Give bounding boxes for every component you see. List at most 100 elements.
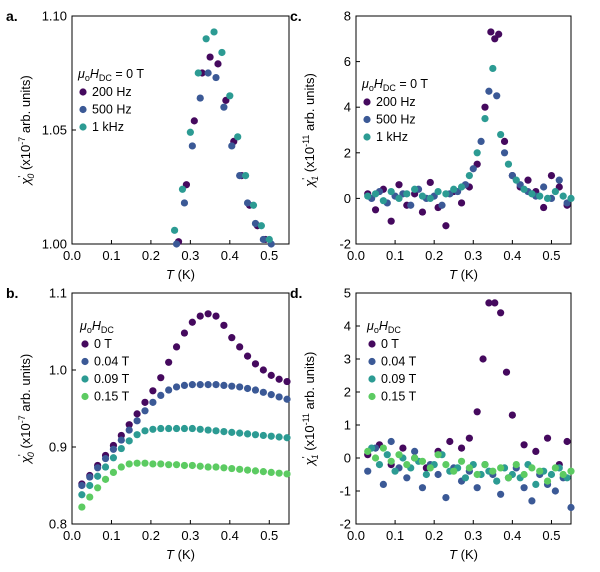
legend-entry: 0.09 T bbox=[94, 372, 130, 386]
data-point bbox=[189, 381, 196, 388]
data-point bbox=[552, 487, 559, 494]
y-tick-label: 0 bbox=[344, 191, 351, 206]
data-point bbox=[236, 383, 243, 390]
panel-label: a. bbox=[6, 8, 18, 24]
data-point bbox=[495, 31, 502, 38]
data-point bbox=[268, 469, 275, 476]
data-point bbox=[206, 53, 213, 60]
legend-marker bbox=[79, 106, 86, 113]
x-axis-label: T (K) bbox=[166, 547, 195, 562]
data-point bbox=[149, 387, 156, 394]
series-0.09-T bbox=[78, 425, 290, 498]
data-point bbox=[189, 462, 196, 469]
data-point bbox=[395, 451, 402, 458]
data-point bbox=[220, 428, 227, 435]
data-point bbox=[567, 504, 574, 511]
y-tick-label: -1 bbox=[339, 484, 351, 499]
panel-b: b. 0.0 0.1 0.2 0.3 0.4 0.5 0.8 0.9 1.0 1.1 T (K) χ'0… bbox=[6, 285, 291, 562]
data-point bbox=[165, 461, 172, 468]
x-tick-label: 0.3 bbox=[464, 528, 482, 543]
y-tick-label: 1.1 bbox=[49, 286, 67, 301]
data-point bbox=[102, 463, 109, 470]
data-point bbox=[78, 491, 85, 498]
data-point bbox=[236, 430, 243, 437]
data-point bbox=[276, 393, 283, 400]
data-point bbox=[134, 410, 141, 417]
data-point bbox=[195, 69, 202, 76]
data-point bbox=[173, 425, 180, 432]
legend: μoHDC = 0 T 200 Hz 500 Hz 1 kHz bbox=[77, 67, 144, 134]
data-point bbox=[434, 188, 441, 195]
data-point bbox=[86, 493, 93, 500]
data-point bbox=[205, 463, 212, 470]
x-tick-label: 0.3 bbox=[464, 248, 482, 263]
legend-marker bbox=[368, 375, 375, 382]
data-point bbox=[411, 454, 418, 461]
data-point bbox=[388, 438, 395, 445]
data-point bbox=[212, 427, 219, 434]
y-tick-label: -2 bbox=[339, 517, 351, 532]
x-tick-label: 0.2 bbox=[425, 248, 443, 263]
data-point bbox=[165, 425, 172, 432]
data-point bbox=[411, 186, 418, 193]
data-point bbox=[258, 222, 265, 229]
figure: a.0.0 0.1 0.2 0.3 0.4 0.51.001.051.10T (K)χ'0… bbox=[0, 0, 600, 572]
x-axis-label: T (K) bbox=[449, 267, 478, 282]
data-point bbox=[395, 195, 402, 202]
data-point bbox=[110, 469, 117, 476]
data-point bbox=[481, 461, 488, 468]
data-point bbox=[236, 466, 243, 473]
data-point bbox=[157, 374, 164, 381]
data-point bbox=[78, 482, 85, 489]
legend-entry: 0.04 T bbox=[94, 355, 130, 369]
data-point bbox=[513, 177, 520, 184]
data-point bbox=[252, 386, 259, 393]
data-point bbox=[218, 49, 225, 56]
data-point bbox=[536, 468, 543, 475]
x-tick-label: 0.4 bbox=[221, 528, 239, 543]
data-point bbox=[197, 426, 204, 433]
data-point bbox=[491, 299, 498, 306]
x-tick-label: 0.4 bbox=[503, 248, 521, 263]
data-point bbox=[399, 445, 406, 452]
data-point bbox=[283, 470, 290, 477]
data-point bbox=[458, 445, 465, 452]
data-point bbox=[513, 461, 520, 468]
x-tick-label: 0.5 bbox=[542, 528, 560, 543]
data-point bbox=[501, 138, 508, 145]
data-point bbox=[86, 482, 93, 489]
legend-entry: 500 Hz bbox=[92, 103, 132, 117]
data-point bbox=[268, 391, 275, 398]
data-point bbox=[244, 353, 251, 360]
data-point bbox=[462, 474, 469, 481]
data-point bbox=[205, 426, 212, 433]
legend-entry: 0.09 T bbox=[381, 372, 417, 386]
data-point bbox=[427, 464, 434, 471]
data-point bbox=[556, 177, 563, 184]
data-point bbox=[220, 382, 227, 389]
data-point bbox=[372, 206, 379, 213]
data-point bbox=[544, 435, 551, 442]
legend-marker bbox=[368, 393, 375, 400]
x-tick-label: 0.1 bbox=[102, 248, 120, 263]
data-point bbox=[283, 378, 290, 385]
x-tick-label: 0.2 bbox=[142, 528, 160, 543]
data-point bbox=[489, 65, 496, 72]
data-point bbox=[364, 448, 371, 455]
data-point bbox=[181, 199, 188, 206]
data-point bbox=[466, 435, 473, 442]
data-point bbox=[181, 382, 188, 389]
data-point bbox=[442, 494, 449, 501]
data-point bbox=[220, 104, 227, 111]
y-tick-label: 4 bbox=[344, 100, 351, 115]
legend-marker bbox=[81, 393, 88, 400]
data-point bbox=[524, 177, 531, 184]
data-point bbox=[548, 471, 555, 478]
x-tick-label: 0.3 bbox=[181, 528, 199, 543]
data-point bbox=[187, 129, 194, 136]
y-tick-label: 0.9 bbox=[49, 440, 67, 455]
legend-entry: 0.04 T bbox=[381, 355, 417, 369]
legend: μoHDC0 T0.04 T0.09 T0.15 T bbox=[79, 319, 130, 404]
series-200-Hz bbox=[175, 53, 269, 245]
panel-c: c.0.0 0.1 0.2 0.3 0.4 0.5-202468T (K)χ'1 (x10… bbox=[290, 8, 575, 282]
